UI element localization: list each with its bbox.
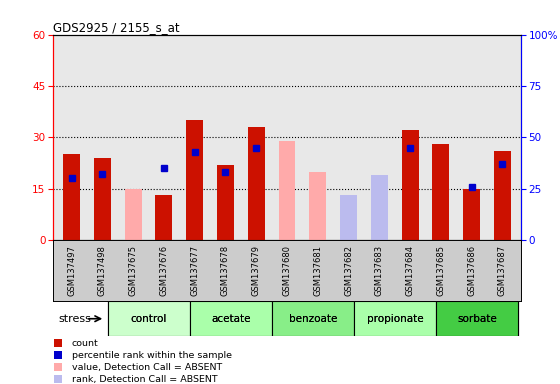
Bar [402,131,418,240]
Text: rank, Detection Call = ABSENT: rank, Detection Call = ABSENT [72,375,217,384]
Bar [371,175,388,240]
Bar [248,127,265,240]
Text: percentile rank within the sample: percentile rank within the sample [72,351,232,360]
Bar [278,141,296,240]
Text: GSM137681: GSM137681 [313,245,322,296]
Text: value, Detection Call = ABSENT: value, Detection Call = ABSENT [72,363,222,372]
Bar [108,301,190,336]
Text: GSM137686: GSM137686 [467,245,476,296]
Bar [354,301,436,336]
Text: GDS2925 / 2155_s_at: GDS2925 / 2155_s_at [53,21,180,34]
Text: control: control [130,314,167,324]
Text: count: count [72,339,99,348]
Text: GSM137498: GSM137498 [98,245,107,296]
Text: control: control [130,314,167,324]
Bar [156,195,172,240]
Text: GSM137684: GSM137684 [405,245,414,296]
Text: GSM137687: GSM137687 [498,245,507,296]
Bar [94,158,111,240]
Text: GSM137677: GSM137677 [190,245,199,296]
Text: propionate: propionate [367,314,423,324]
Text: GSM137676: GSM137676 [160,245,169,296]
Text: acetate: acetate [211,314,251,324]
Text: sorbate: sorbate [457,314,497,324]
Text: acetate: acetate [211,314,251,324]
Text: stress: stress [59,314,91,324]
Bar [432,144,449,240]
Text: GSM137682: GSM137682 [344,245,353,296]
Bar [63,154,80,240]
Text: GSM137679: GSM137679 [252,245,261,296]
Bar [272,301,354,336]
Text: GSM137680: GSM137680 [282,245,292,296]
Text: GSM137678: GSM137678 [221,245,230,296]
Bar [217,165,234,240]
Text: sorbate: sorbate [457,314,497,324]
Text: benzoate: benzoate [289,314,337,324]
Text: GSM137497: GSM137497 [67,245,76,296]
Text: benzoate: benzoate [289,314,337,324]
Bar [436,301,518,336]
Text: GSM137683: GSM137683 [375,245,384,296]
Bar [186,120,203,240]
Bar [272,301,354,336]
Bar [125,189,142,240]
Bar [354,301,436,336]
Bar [494,151,511,240]
Text: GSM137675: GSM137675 [129,245,138,296]
Bar [463,189,480,240]
Text: propionate: propionate [367,314,423,324]
Bar [340,195,357,240]
Bar [436,301,518,336]
Bar [340,202,357,240]
Bar [190,301,272,336]
Bar [108,301,190,336]
Bar [190,301,272,336]
Text: GSM137685: GSM137685 [436,245,445,296]
Bar [309,172,326,240]
